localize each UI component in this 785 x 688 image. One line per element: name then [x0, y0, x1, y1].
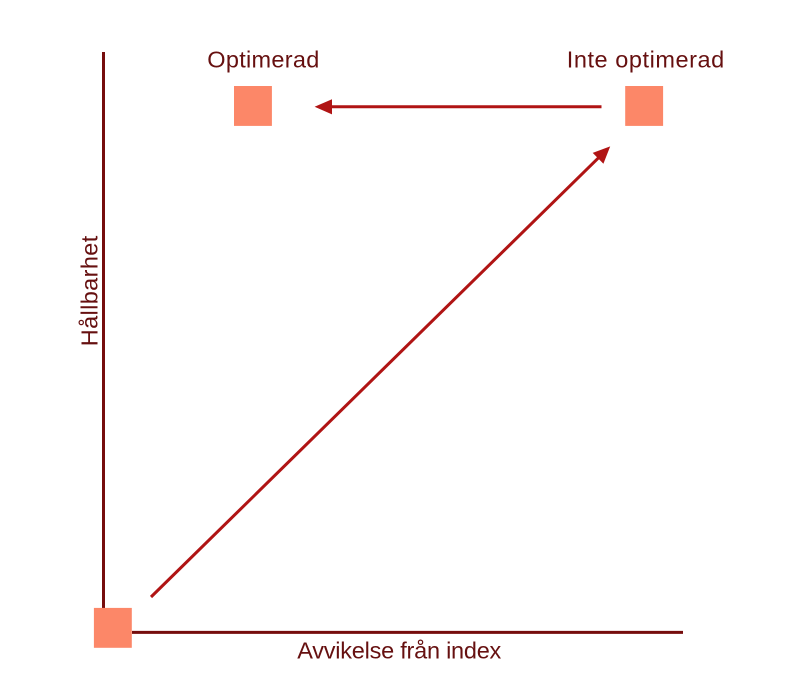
- svg-text:Hållbarhet: Hållbarhet: [76, 235, 102, 346]
- svg-text:Inte optimerad: Inte optimerad: [567, 46, 725, 72]
- svg-text:Avvikelse från index: Avvikelse från index: [297, 638, 501, 664]
- svg-text:Optimerad: Optimerad: [207, 46, 319, 72]
